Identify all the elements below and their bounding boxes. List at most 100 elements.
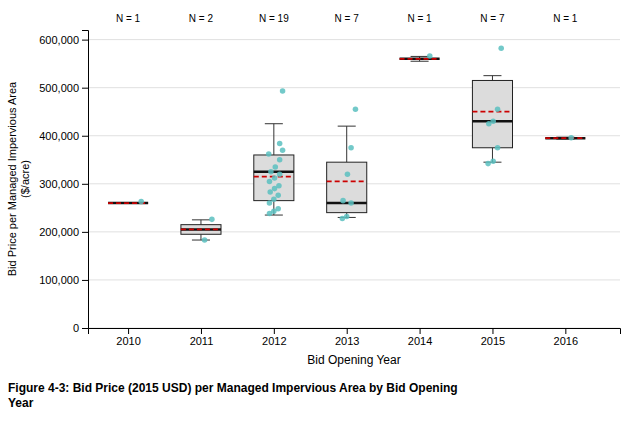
whisker-high [346, 126, 347, 162]
box-group [545, 137, 585, 139]
n-label: N = 1 [407, 13, 432, 24]
x-tick: 2014 [408, 328, 432, 347]
n-labels: N = 1 N = 2 N = 19 N = 7 N = 1 N = 7 N = 1 [116, 13, 578, 24]
y-tick-mark [82, 40, 88, 41]
point [266, 151, 272, 157]
median-line [400, 58, 440, 61]
x-tick-label: 2010 [116, 335, 140, 347]
grid-line [88, 231, 620, 232]
point [486, 121, 492, 127]
x-tick-label: 2011 [190, 335, 214, 347]
y-tick: 300,000 [39, 178, 88, 190]
n-label: N = 2 [189, 13, 214, 24]
y-tick: 400,000 [39, 130, 88, 142]
point [267, 200, 273, 206]
point [498, 46, 504, 52]
y-tick: 200,000 [39, 226, 88, 238]
x-tick-mark [420, 328, 421, 334]
x-tick-label: 2016 [554, 335, 578, 347]
plot: 20102011201220132014201520160100,000200,… [6, 13, 621, 367]
point [280, 147, 286, 153]
y-axis-title: Bid Price per Managed Impervious Area($/… [6, 81, 31, 276]
x-tick: 2011 [190, 328, 214, 347]
n-label: N = 1 [116, 13, 141, 24]
point [277, 171, 283, 177]
box-group [327, 126, 367, 217]
x-tick-label: 2012 [262, 335, 286, 347]
grid-line [88, 279, 620, 280]
point [273, 164, 279, 170]
y-tick-mark [82, 136, 88, 137]
y-tick-mark [82, 184, 88, 185]
text-line: Year [8, 396, 34, 410]
point [209, 217, 215, 223]
box [400, 58, 440, 59]
point [348, 145, 354, 151]
box-group [254, 124, 294, 215]
x-tick: 2015 [481, 328, 505, 347]
point [277, 157, 283, 163]
marks [108, 46, 585, 243]
cap-high [483, 75, 501, 76]
whisker-low [200, 234, 201, 240]
grid [88, 40, 620, 328]
y-tick-mark [82, 328, 88, 329]
mean-line [472, 111, 512, 113]
median-line [327, 202, 367, 205]
point [340, 216, 346, 222]
point [267, 189, 273, 195]
point [568, 135, 574, 141]
point [353, 107, 359, 113]
point [267, 179, 273, 185]
median-line [254, 171, 294, 174]
y-tick: 0 [73, 322, 88, 334]
box-group [472, 76, 512, 163]
x-tick-mark [201, 328, 202, 334]
chart: 20102011201220132014201520160100,000200,… [0, 0, 640, 428]
x-axis: 2010201120122013201420152016 [89, 328, 621, 347]
box [254, 155, 294, 201]
point [275, 193, 281, 199]
box [472, 80, 512, 147]
cap-high [265, 123, 283, 124]
point [272, 175, 278, 181]
mean-line [545, 137, 585, 139]
point [202, 237, 208, 243]
n-label: N = 1 [553, 13, 578, 24]
n-label: N = 19 [259, 13, 289, 24]
point [272, 186, 278, 192]
point [495, 107, 501, 113]
x-tick: 2012 [262, 328, 286, 347]
n-label: N = 7 [480, 13, 505, 24]
x-tick-mark [565, 328, 566, 334]
points [138, 46, 574, 243]
x-tick-mark [347, 328, 348, 334]
cap-high [338, 126, 356, 127]
box [327, 162, 367, 212]
point [485, 161, 491, 167]
point [271, 196, 277, 202]
point [495, 145, 501, 151]
box-group [181, 220, 221, 240]
point [340, 198, 346, 204]
y-tick-label: 400,000 [39, 130, 79, 142]
grid-line [88, 87, 620, 88]
mean-line [400, 58, 440, 60]
y-tick-label: 200,000 [39, 226, 79, 238]
y-tick-label: 0 [73, 322, 79, 334]
x-tick-mark [128, 328, 129, 334]
mean-line [181, 229, 221, 231]
cap-high [411, 56, 429, 57]
point [490, 158, 496, 164]
x-tick-mark [492, 328, 493, 334]
point [268, 169, 274, 175]
y-axis: 0100,000200,000300,000400,000500,000600,… [39, 31, 88, 335]
point [138, 199, 144, 205]
y-tick-label: 500,000 [39, 82, 79, 94]
n-label: N = 7 [335, 13, 360, 24]
cap-high [192, 219, 210, 220]
x-tick: 2016 [554, 328, 578, 347]
y-tick-mark [82, 232, 88, 233]
whisker-high [273, 124, 274, 155]
median-line [181, 228, 221, 231]
